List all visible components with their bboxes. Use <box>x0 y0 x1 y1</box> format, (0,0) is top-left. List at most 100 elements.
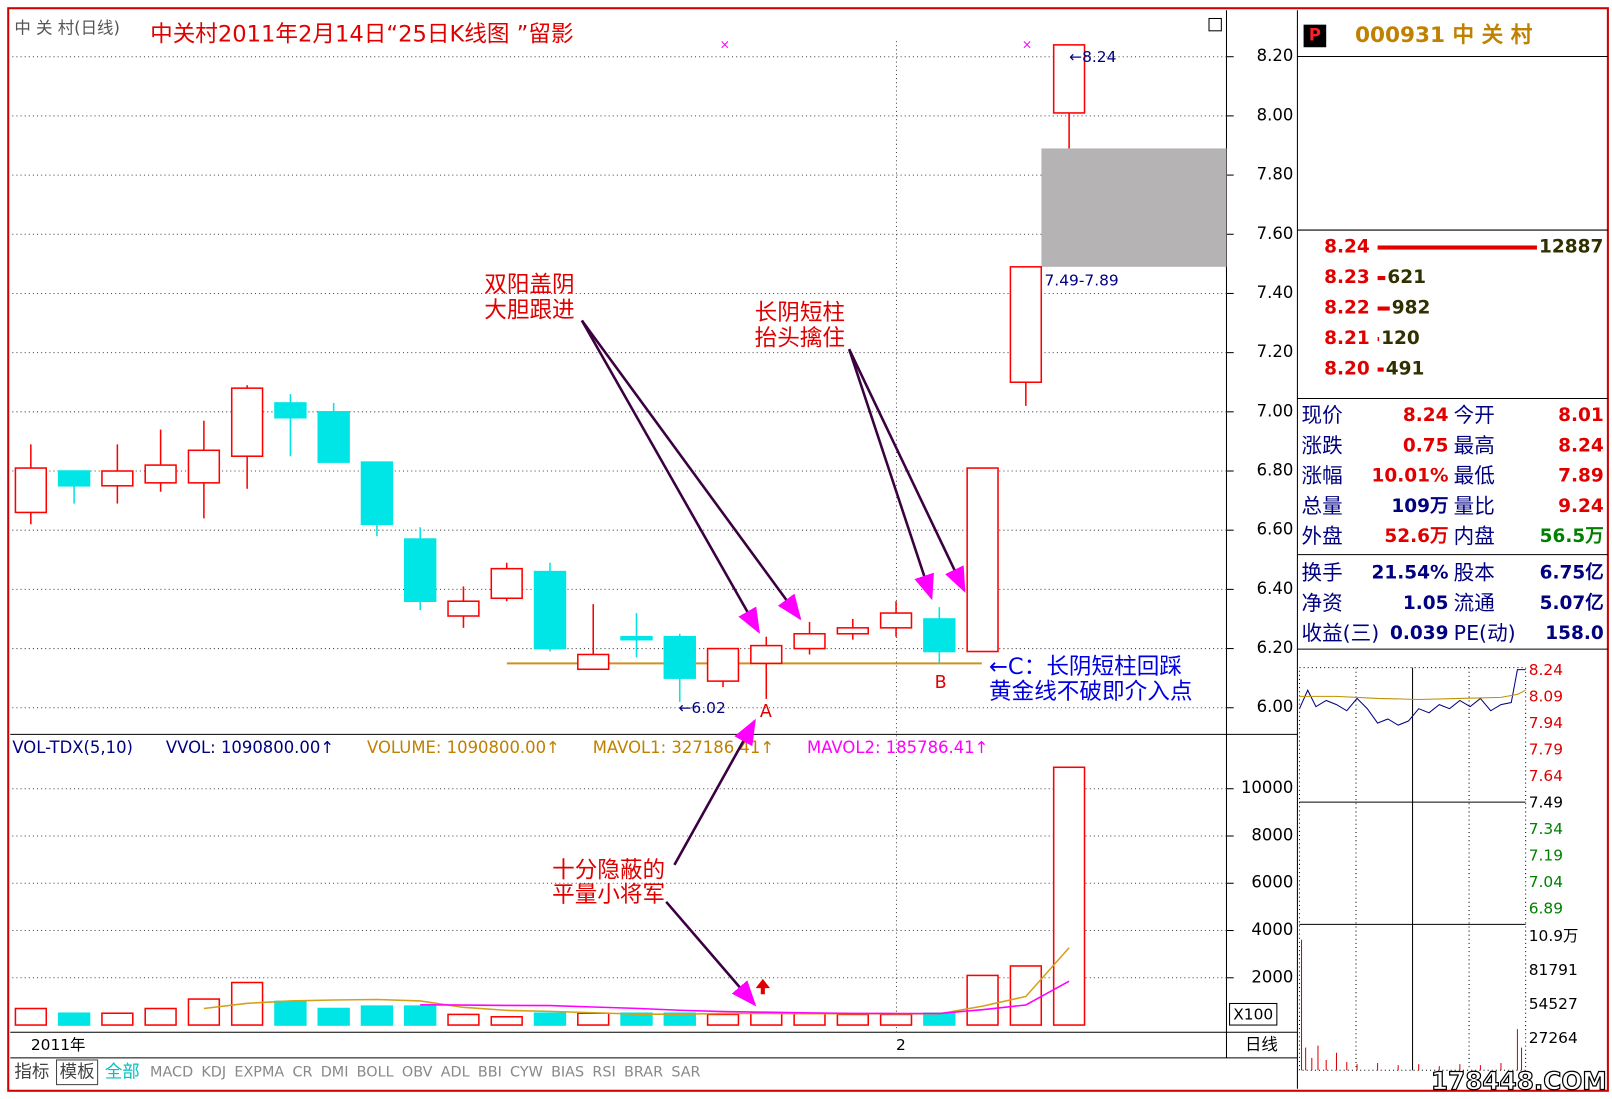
mini-price-label: 7.79 <box>1529 741 1563 759</box>
y-tick-label: 8.00 <box>1257 105 1294 124</box>
candle-body <box>360 461 394 526</box>
stat-value: 109万 <box>1391 496 1448 517</box>
candle-body <box>533 570 567 650</box>
volume-bar <box>923 1012 956 1026</box>
candle-body <box>793 632 826 650</box>
tab[interactable]: BIAS <box>551 1064 584 1080</box>
stat-label: 外盘 <box>1302 524 1343 548</box>
arrow <box>673 718 756 866</box>
volume-bar <box>966 974 999 1026</box>
tab[interactable]: MACD <box>150 1064 193 1080</box>
chart-title: 中关村2011年2月14日“25日K线图 ”留影 <box>150 21 574 47</box>
stat-value: 158.0 <box>1545 623 1603 644</box>
tab[interactable]: DMI <box>321 1064 349 1080</box>
stat-label: PE(动) <box>1454 621 1516 645</box>
y-tick-label: 6.40 <box>1257 579 1294 598</box>
volume-legend: MAVOL1: 327186.41↑ <box>593 738 774 757</box>
tab[interactable]: OBV <box>402 1064 433 1080</box>
tab[interactable]: SAR <box>671 1064 700 1080</box>
stat-label: 净资 <box>1302 591 1343 615</box>
watermark: 178448.COM <box>1431 1067 1607 1096</box>
y-tick-label: 2000 <box>1251 967 1293 986</box>
stat-value: 5.07亿 <box>1540 592 1604 614</box>
mini-price-label: 8.09 <box>1529 688 1563 706</box>
volume-bar <box>620 1012 653 1026</box>
window-icon[interactable] <box>1208 17 1222 32</box>
candle-body <box>879 612 913 629</box>
arrow <box>847 348 934 601</box>
y-tick-label: 6.20 <box>1257 638 1294 657</box>
stat-value: 8.01 <box>1558 405 1604 426</box>
order-volume: 982 <box>1392 298 1431 319</box>
arrow <box>580 319 802 621</box>
tab[interactable]: BRAR <box>624 1064 663 1080</box>
candle-body <box>706 647 740 682</box>
stat-value: 8.24 <box>1403 405 1449 426</box>
tab[interactable]: 模板 <box>60 1062 95 1082</box>
candle-body <box>230 387 264 457</box>
volume-bar <box>750 1012 783 1026</box>
mini-volume-label: 54527 <box>1529 995 1578 1013</box>
volume-legend: VOL-TDX(5,10) <box>12 738 133 757</box>
mini-price-label: 7.49 <box>1529 794 1563 812</box>
tab[interactable]: ADL <box>441 1064 470 1080</box>
candle-body <box>403 538 437 602</box>
y-tick-label: 7.20 <box>1257 342 1294 361</box>
volume-bar <box>14 1007 48 1026</box>
candle-body <box>966 467 999 653</box>
candle-body <box>187 449 221 484</box>
candle-body <box>14 467 48 514</box>
volume-legend: VVOL: 1090800.00↑ <box>166 738 334 757</box>
stat-label: 今开 <box>1454 403 1495 427</box>
mini-price-label: 7.94 <box>1529 714 1563 732</box>
candle-body <box>620 635 653 641</box>
stock-title: 000931 中 关 村 <box>1355 23 1533 48</box>
volume-bar <box>706 1013 740 1026</box>
y-tick-label: 10000 <box>1241 778 1293 797</box>
candle-body <box>101 470 134 487</box>
tab[interactable]: BBI <box>478 1064 502 1080</box>
stat-value: 6.75亿 <box>1540 562 1604 584</box>
stat-label: 最高 <box>1454 433 1495 457</box>
stat-value: 0.75 <box>1403 435 1449 456</box>
stat-value: 0.039 <box>1390 623 1448 644</box>
ma-line <box>420 980 1070 1015</box>
stat-value: 10.01% <box>1372 466 1449 487</box>
tab[interactable]: EXPMA <box>234 1064 284 1080</box>
stat-label: 最低 <box>1454 464 1495 488</box>
frame <box>7 7 1609 1092</box>
mini-price-label: 6.89 <box>1529 900 1563 918</box>
tab[interactable]: 指标 <box>14 1062 49 1082</box>
annotation: 抬头擒住 <box>755 325 845 351</box>
mini-price-label: 7.64 <box>1529 767 1563 785</box>
candle-body <box>274 402 307 419</box>
volume-bar <box>274 1000 307 1026</box>
arrow <box>665 900 757 1007</box>
stat-label: 涨跌 <box>1302 433 1343 457</box>
candle-body <box>923 618 956 653</box>
volume-bar <box>490 1016 523 1026</box>
volume-bar <box>793 1012 826 1026</box>
volume-bar <box>144 1007 177 1026</box>
volume-bar <box>1052 766 1086 1026</box>
volume-bar <box>577 1012 610 1026</box>
candle-body <box>836 627 869 635</box>
candle-body <box>317 411 350 463</box>
volume-legend: MAVOL2: 185786.41↑ <box>807 738 988 757</box>
order-price: 8.21 <box>1324 328 1370 349</box>
tab[interactable]: CR <box>292 1064 312 1080</box>
tab[interactable]: CYW <box>510 1064 543 1080</box>
unit-box <box>1229 1002 1278 1026</box>
tab[interactable]: 全部 <box>105 1062 140 1082</box>
order-price: 8.23 <box>1324 267 1370 288</box>
stat-label: 流通 <box>1454 591 1495 615</box>
stat-value: 52.6万 <box>1384 526 1448 547</box>
annotation: 十分隐蔽的 <box>552 857 665 883</box>
mini-volume-label: 81791 <box>1529 961 1578 979</box>
tab[interactable]: BOLL <box>357 1064 394 1080</box>
candle-body <box>447 600 480 617</box>
tab[interactable]: RSI <box>592 1064 615 1080</box>
tab[interactable]: KDJ <box>201 1064 226 1080</box>
chart-subtitle: 中 关 村(日线) <box>14 18 120 37</box>
stat-value: 21.54% <box>1372 563 1449 584</box>
